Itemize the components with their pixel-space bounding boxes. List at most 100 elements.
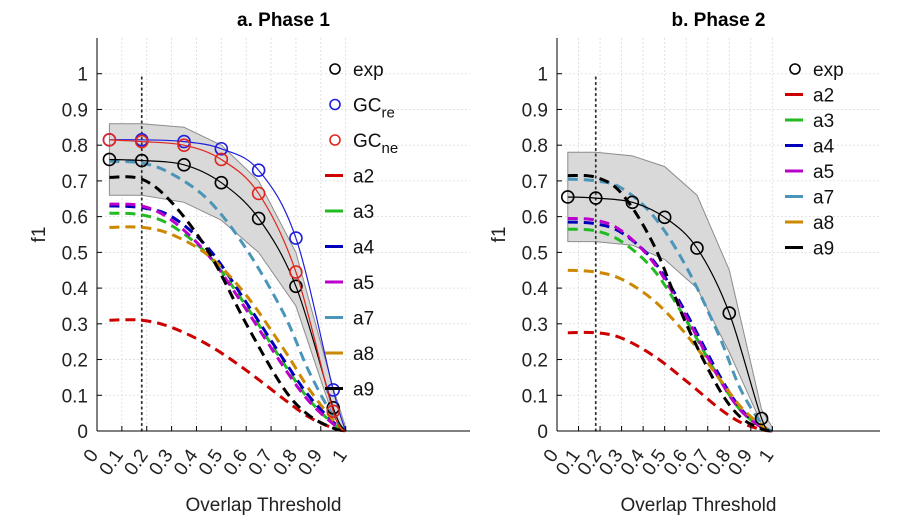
x-tick-label: 0.9 [295, 446, 327, 480]
series-line [109, 204, 347, 433]
x-tick-label: 1 [755, 446, 778, 467]
legend-item-a9: a9 [325, 380, 374, 401]
data-point [102, 133, 117, 147]
data-point [102, 152, 117, 167]
chart-panel-2: 00.10.20.30.40.50.60.70.80.9100.10.20.30… [489, 10, 880, 516]
y-tick-label: 0.5 [62, 243, 88, 264]
data-point [289, 265, 303, 279]
series-line [109, 202, 347, 433]
data-point [722, 306, 737, 320]
legend-swatch [329, 134, 341, 146]
legend: exp GCre GCne a2 a3 a4 a5 a7 a8 a9 [325, 60, 398, 401]
y-tick-label: 0.8 [62, 136, 88, 157]
legend-item-a4: a4 [785, 137, 835, 158]
data-point [134, 153, 149, 168]
data-point [690, 241, 704, 255]
series-line [567, 227, 773, 433]
y-tick-label: 0.3 [62, 315, 88, 336]
data-point [214, 141, 229, 156]
data-point [251, 186, 266, 201]
data-point [177, 134, 191, 149]
series-a4 [109, 204, 347, 433]
series-a8 [109, 225, 347, 433]
x-tick-label: 1 [328, 446, 351, 467]
legend-label: a9 [813, 239, 834, 260]
chart-title: a. Phase 1 [237, 10, 330, 31]
legend-item-a7: a7 [785, 188, 834, 209]
legend-swatch [789, 63, 801, 75]
y-tick-label: 0.9 [522, 100, 548, 121]
data-point [214, 175, 229, 190]
chart-title: b. Phase 2 [672, 10, 766, 31]
series-line [109, 175, 347, 433]
series-line [109, 318, 347, 433]
chart-panel-1: 00.10.20.30.40.50.60.70.80.9100.10.20.30… [29, 10, 470, 516]
legend-item-a5: a5 [785, 162, 834, 183]
y-tick-label: 0.4 [522, 279, 549, 300]
y-tick-label: 0.1 [522, 386, 548, 407]
data-point [251, 211, 266, 226]
legend: exp a2 a3 a4 a5 a7 a8 a9 [785, 60, 844, 260]
legend-label: a4 [813, 137, 835, 158]
legend-item-a2: a2 [785, 86, 834, 107]
data-point [754, 411, 769, 426]
legend-item-gc-re: GCre [329, 96, 395, 122]
y-tick-label: 0.7 [62, 172, 88, 193]
series-line [109, 225, 347, 433]
legend-item-a7: a7 [325, 309, 374, 330]
y-axis-label: f1 [489, 227, 510, 243]
series-a3 [567, 227, 773, 433]
legend-item-a3: a3 [785, 111, 834, 132]
legend-item-a3: a3 [325, 202, 374, 223]
data-point [625, 195, 640, 210]
series-a9 [567, 173, 773, 433]
y-tick-label: 1 [77, 65, 88, 86]
series-a5 [567, 216, 773, 433]
data-point [289, 231, 303, 245]
y-tick-label: 0.4 [62, 279, 89, 300]
y-tick-label: 0 [537, 422, 548, 443]
series-a3 [109, 211, 347, 433]
series-a2 [567, 330, 773, 433]
series-line [109, 139, 347, 432]
series-a2 [109, 318, 347, 433]
x-tick-label: 0.9 [725, 446, 757, 480]
y-tick-label: 0.3 [522, 315, 548, 336]
legend-label: a8 [813, 213, 834, 234]
series-line [109, 139, 347, 432]
series-line [109, 159, 347, 433]
series-a5 [109, 202, 347, 433]
legend-label: exp [813, 60, 844, 81]
legend-label: a2 [813, 86, 834, 107]
legend-label: GCne [353, 131, 398, 157]
x-axis-label: Overlap Threshold [186, 495, 342, 516]
legend-swatch [329, 98, 341, 111]
series-a7 [109, 159, 347, 433]
y-tick-label: 0.9 [62, 100, 88, 121]
y-tick-label: 0.1 [62, 386, 88, 407]
legend-label: exp [353, 60, 384, 81]
data-point [251, 163, 266, 177]
legend-label: a5 [813, 162, 834, 183]
data-point [326, 404, 341, 419]
legend-item-gc-ne: GCne [329, 131, 398, 157]
series-a8 [567, 268, 773, 433]
y-tick-label: 0.8 [522, 136, 548, 157]
y-tick-label: 0 [77, 422, 88, 443]
legend-item-exp: exp [789, 60, 844, 81]
data-point [588, 191, 603, 205]
series-exp [560, 190, 773, 432]
y-tick-label: 0.2 [522, 351, 548, 372]
legend-item-a4: a4 [325, 238, 375, 259]
series-line [567, 268, 773, 433]
legend-label: GCre [353, 96, 395, 122]
legend-item-a8: a8 [785, 213, 834, 234]
legend-label: a3 [813, 111, 834, 132]
legend-item-exp: exp [329, 60, 384, 81]
legend-label: a2 [353, 167, 374, 188]
data-point [177, 138, 191, 152]
legend-label: a8 [353, 344, 374, 365]
legend-label: a9 [353, 380, 374, 401]
legend-label: a7 [353, 309, 374, 330]
